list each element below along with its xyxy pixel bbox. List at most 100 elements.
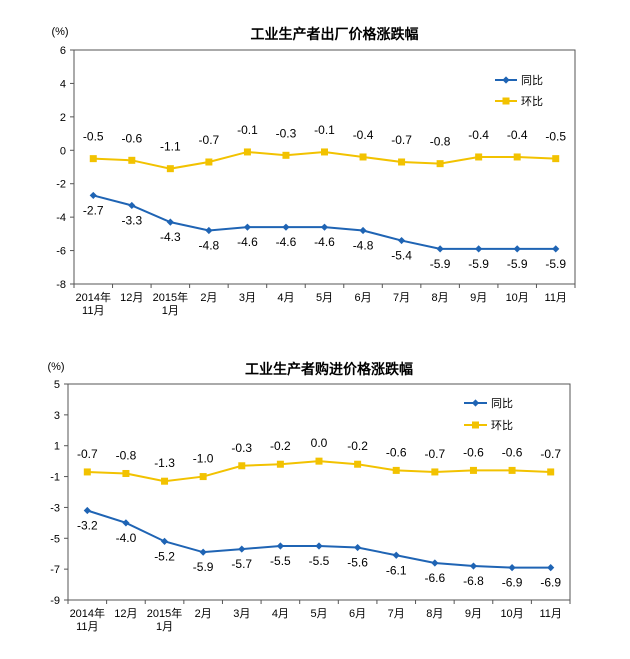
x-tick-label: 12月 [114, 608, 137, 620]
data-point [160, 537, 169, 545]
x-tick-label: 2014年 11月 [70, 606, 105, 633]
data-point [469, 466, 477, 474]
y-tick-label: 2 [60, 112, 66, 124]
data-label: -6.9 [502, 576, 523, 590]
legend-marker [502, 97, 510, 105]
data-point [282, 223, 290, 231]
chart-title: 工业生产者出厂价格涨跌幅 [251, 26, 419, 43]
data-point [199, 548, 207, 556]
y-tick-label: -8 [56, 279, 66, 291]
data-point [508, 564, 516, 572]
data-point [89, 155, 97, 163]
legend-marker [502, 76, 510, 84]
data-point [508, 466, 516, 474]
data-point [315, 542, 323, 550]
purchase-price-chart: 工业生产者购进价格涨跌幅 (%) 5 3 1 -1 -3 -5 -7 -9 2014年 11月 12月 2… [47, 361, 571, 633]
plot-area-frame [67, 383, 571, 601]
data-point [552, 155, 560, 163]
data-label: 0.0 [311, 436, 328, 450]
data-point [199, 473, 207, 481]
data-label: -0.1 [237, 123, 258, 137]
x-tick-label: 7月 [388, 608, 405, 620]
data-label: -5.9 [468, 257, 489, 271]
data-point [475, 245, 483, 253]
y-tick-label: 4 [60, 78, 66, 90]
x-tick-label: 2月 [195, 608, 212, 620]
data-point [122, 519, 130, 527]
y-unit-label: (%) [51, 26, 68, 38]
x-tick-label: 10月 [506, 292, 529, 304]
data-point [205, 158, 213, 166]
legend-label: 同比 [521, 74, 543, 87]
data-label: -1.1 [160, 140, 181, 154]
x-tick-label: 9月 [465, 608, 482, 620]
y-tick-label: -2 [56, 179, 66, 191]
legend-marker [472, 421, 479, 429]
data-point [359, 153, 367, 161]
data-label: -6.6 [425, 571, 446, 585]
data-label: -4.6 [276, 235, 297, 249]
data-point [359, 226, 367, 235]
data-label: -5.9 [430, 257, 451, 271]
data-point [431, 559, 439, 567]
x-tick-label: 6月 [354, 292, 371, 304]
data-point [83, 468, 91, 476]
data-label: -4.6 [314, 235, 335, 249]
data-point [83, 506, 91, 515]
data-label: -0.7 [540, 447, 561, 461]
data-label: -2.7 [83, 203, 104, 217]
data-point [436, 245, 444, 253]
data-point [166, 218, 174, 226]
data-point [276, 460, 284, 468]
data-point [469, 562, 478, 570]
y-tick-label: 0 [60, 145, 66, 157]
data-label: -5.2 [154, 549, 175, 563]
data-label: -5.4 [391, 249, 412, 263]
x-tick-label: 5月 [310, 608, 327, 620]
y-tick-label: -1 [50, 472, 60, 484]
data-label: -5.5 [309, 554, 330, 568]
data-label: -0.3 [231, 441, 252, 455]
data-label: -5.6 [347, 556, 368, 570]
data-point [392, 466, 400, 474]
chart-title: 工业生产者购进价格涨跌幅 [245, 361, 413, 378]
data-point [320, 223, 329, 231]
data-point [282, 151, 290, 159]
x-tick-label: 12月 [120, 292, 143, 304]
data-point [243, 148, 251, 156]
data-label: -3.3 [121, 213, 142, 227]
data-point [128, 201, 136, 210]
x-tick-label: 2015年 1月 [147, 606, 182, 633]
data-point [513, 153, 521, 161]
y-tick-label: -4 [56, 212, 66, 224]
y-unit-label: (%) [47, 361, 64, 373]
data-label: -0.5 [545, 130, 566, 144]
y-tick-label: 3 [54, 410, 60, 422]
data-label: -5.9 [193, 560, 214, 574]
data-label: -1.0 [193, 452, 214, 466]
y-tick-label: 5 [54, 379, 60, 391]
x-tick-label: 8月 [432, 292, 449, 304]
data-label: -0.6 [386, 445, 407, 459]
data-point [166, 165, 174, 173]
x-tick-label: 9月 [470, 292, 487, 304]
data-label: -0.2 [347, 439, 368, 453]
data-point [436, 160, 444, 168]
y-tick-label: -5 [50, 533, 60, 545]
data-label: -0.3 [276, 126, 297, 140]
data-label: -4.8 [199, 239, 220, 253]
plot-area-frame [73, 49, 576, 285]
data-label: -0.6 [121, 131, 142, 145]
data-point [238, 462, 246, 470]
legend-label: 环比 [491, 419, 513, 432]
data-label: -4.6 [237, 235, 258, 249]
data-label: -0.8 [430, 135, 451, 149]
data-label: -0.7 [425, 447, 446, 461]
data-point [315, 457, 323, 465]
data-label: -5.9 [507, 257, 528, 271]
x-tick-label: 4月 [272, 608, 289, 620]
data-label: -0.2 [270, 439, 291, 453]
legend-label: 同比 [491, 397, 513, 410]
x-tick-label: 2015年 1月 [153, 290, 188, 317]
